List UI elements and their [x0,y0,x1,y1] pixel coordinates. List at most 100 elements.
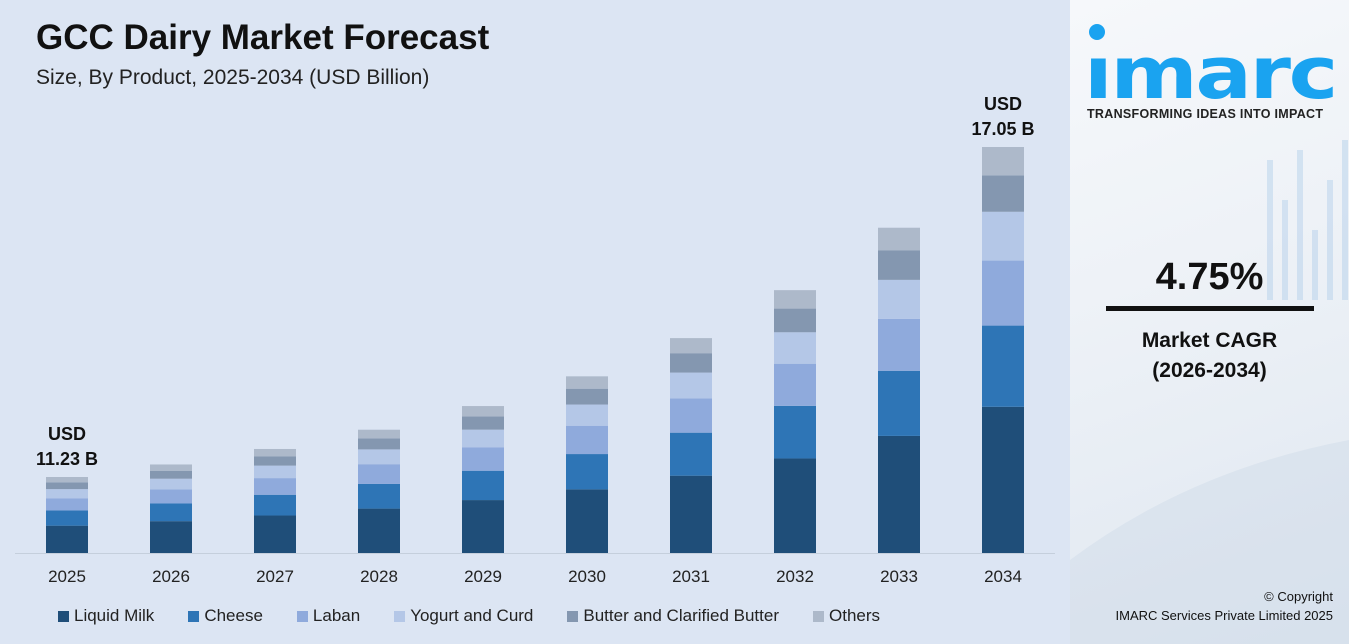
bar-segment-butter-and-clarified-butter-2032 [774,308,816,333]
legend-item: Cheese [188,606,263,626]
legend-swatch [188,610,200,622]
legend-label: Yogurt and Curd [410,606,534,625]
cagr-label: Market CAGR (2026-2034) [1070,326,1349,386]
legend-swatch [567,610,579,622]
legend-label: Laban [312,606,361,625]
legend: Liquid Milk Cheese Laban Yogurt and Curd But… [58,606,914,626]
bar-segment-cheese-2029 [462,470,504,501]
bar-segment-butter-and-clarified-butter-2029 [462,416,504,430]
bar-segment-others-2025 [46,477,88,483]
bar-segment-butter-and-clarified-butter-2027 [254,456,296,466]
x-tick-label: 2029 [464,567,502,586]
bar-segment-yogurt-and-curd-2025 [46,489,88,499]
cagr-value: 4.75% [1155,256,1264,298]
divider [1106,306,1314,311]
x-tick-label: 2032 [776,567,814,586]
bar-segment-butter-and-clarified-butter-2028 [358,438,400,450]
bar-segment-butter-and-clarified-butter-2034 [982,175,1024,212]
bar-segment-yogurt-and-curd-2027 [254,465,296,479]
bar-segment-cheese-2030 [566,454,608,490]
bar-segment-liquid-milk-2030 [566,489,608,553]
bar-segment-others-2026 [150,464,192,471]
bar-segment-liquid-milk-2032 [774,458,816,553]
bar-segment-others-2027 [254,448,296,457]
bar-segment-laban-2027 [254,478,296,495]
bar-segment-cheese-2032 [774,405,816,459]
bar-segment-yogurt-and-curd-2034 [982,211,1024,261]
x-tick-label: 2030 [568,567,606,586]
legend-label: Butter and Clarified Butter [583,606,779,625]
bar-segment-cheese-2026 [150,503,192,522]
bar-segment-others-2030 [566,376,608,389]
bar-segment-butter-and-clarified-butter-2026 [150,470,192,479]
bar-segment-others-2034 [982,147,1024,176]
bar-segment-laban-2033 [878,318,920,371]
bar-segment-cheese-2033 [878,370,920,436]
bar-segment-laban-2028 [358,464,400,484]
legend-swatch [394,610,406,622]
legend-item: Yogurt and Curd [394,606,533,626]
legend-item: Laban [296,606,361,626]
legend-swatch [296,610,308,622]
chart-title: GCC Dairy Market Forecast [36,18,490,57]
x-tick-label: 2027 [256,567,294,586]
bar-segment-liquid-milk-2026 [150,521,192,553]
bar-segment-yogurt-and-curd-2032 [774,332,816,364]
copyright-line: © Copyright [1264,589,1333,604]
brand-tagline: TRANSFORMING IDEAS INTO IMPACT [1087,107,1324,121]
legend-label: Cheese [204,606,263,625]
bar-segment-laban-2034 [982,260,1024,326]
x-tick-label: 2031 [672,567,710,586]
bar-segment-cheese-2031 [670,432,712,476]
annotation-value: 11.23 B [36,449,98,469]
bar-segment-others-2029 [462,406,504,417]
bar-segment-yogurt-and-curd-2033 [878,279,920,319]
legend-item: Butter and Clarified Butter [567,606,779,626]
bar-segment-yogurt-and-curd-2026 [150,478,192,490]
legend-swatch [58,610,69,622]
legend-item: Liquid Milk [58,606,154,626]
bar-segment-others-2032 [774,290,816,309]
bar-segment-cheese-2028 [358,483,400,509]
bar-segment-others-2031 [670,338,712,354]
bar-segment-laban-2029 [462,447,504,471]
bar-segment-yogurt-and-curd-2030 [566,404,608,426]
bar-segment-liquid-milk-2033 [878,435,920,553]
legend-label: Liquid Milk [74,606,155,625]
bar-segment-yogurt-and-curd-2028 [358,449,400,465]
bar-segment-cheese-2034 [982,325,1024,407]
bar-segment-yogurt-and-curd-2031 [670,372,712,399]
bar-segment-liquid-milk-2025 [46,525,88,553]
bar-segment-butter-and-clarified-butter-2033 [878,250,920,280]
bar-segment-others-2033 [878,227,920,251]
bar-segment-laban-2031 [670,398,712,433]
bar-segment-others-2028 [358,429,400,439]
copyright-owner: IMARC Services Private Limited 2025 [1115,608,1333,623]
imarc-logo: ımarc [1084,24,1338,105]
svg-text:ımarc: ımarc [1084,31,1336,105]
bar-segment-liquid-milk-2028 [358,508,400,553]
legend-item: Others [813,606,880,626]
bar-segment-cheese-2027 [254,494,296,516]
bar-segment-laban-2026 [150,489,192,504]
annotation-value: 17.05 B [971,119,1034,139]
copyright: © Copyright IMARC Services Private Limit… [1116,587,1333,625]
stacked-bar-chart: 2025 USD 11.23 B 2026 2027 2028 2029 2030 2031 20… [15,94,1055,586]
bar-segment-butter-and-clarified-butter-2025 [46,482,88,490]
cagr-label-title: Market CAGR [1141,329,1278,352]
x-tick-label: 2026 [152,567,190,586]
chart-subtitle: Size, By Product, 2025-2034 (USD Billion… [36,66,430,89]
x-tick-label: 2025 [48,567,86,586]
bar-segment-butter-and-clarified-butter-2031 [670,353,712,373]
chart-panel: GCC Dairy Market Forecast Size, By Produ… [15,18,1055,626]
bar-segment-liquid-milk-2029 [462,500,504,553]
x-tick-label: 2028 [360,567,398,586]
bar-segment-liquid-milk-2031 [670,475,712,553]
x-tick-label: 2033 [880,567,918,586]
background-decoration [1070,140,1349,644]
x-tick-label: 2034 [984,567,1022,586]
legend-swatch [813,610,824,622]
annotation-currency: USD [984,94,1022,114]
bar-segment-laban-2032 [774,363,816,406]
bar-segment-liquid-milk-2027 [254,515,296,553]
